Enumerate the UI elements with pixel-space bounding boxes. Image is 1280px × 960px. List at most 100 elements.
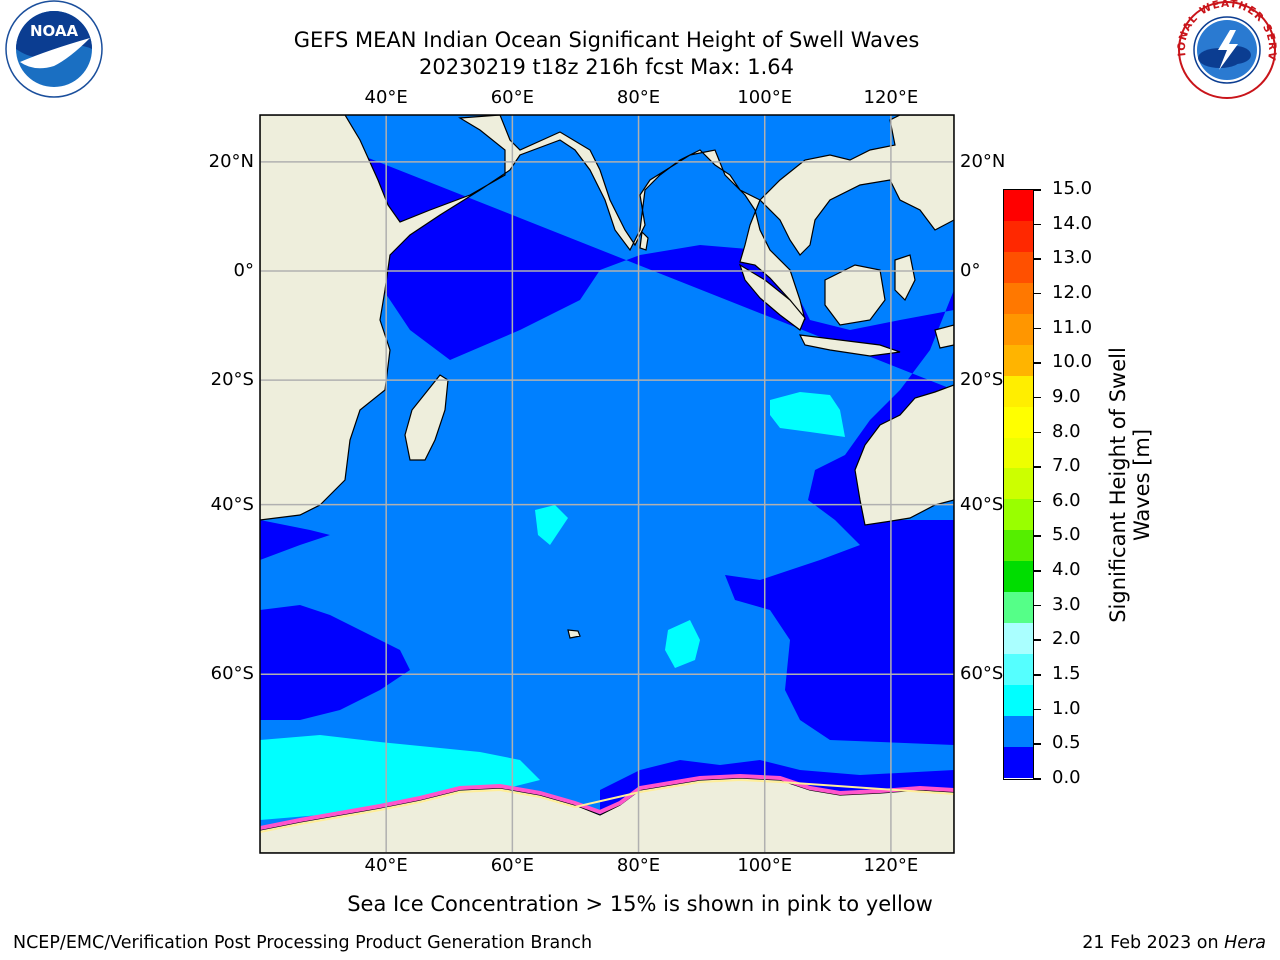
sea-ice-edge-yellow	[260, 778, 954, 833]
swell-field-1-1-5-east	[770, 392, 845, 437]
colorbar-label-line1: Significant Height of Swell	[1106, 347, 1130, 623]
lon-label: 40°E	[364, 87, 408, 108]
lon-label: 40°E	[364, 855, 408, 876]
lat-label-right: 20°N	[960, 150, 1006, 172]
swell-field-low-west	[260, 520, 330, 560]
colorbar-swatch	[1004, 468, 1033, 500]
lon-label: 60°E	[490, 87, 534, 108]
colorbar-tick-label: 12.0	[1052, 281, 1093, 303]
land	[260, 115, 954, 853]
colorbar-tick-label: 2.0	[1052, 628, 1081, 650]
colorbar-swatch	[1004, 406, 1033, 438]
footer-credit: NCEP/EMC/Verification Post Processing Pr…	[13, 933, 593, 953]
footer-date-text: 21 Feb 2023 on	[1082, 933, 1225, 953]
land-sri-lanka	[639, 230, 649, 251]
lat-label-right: 0°	[960, 259, 981, 281]
colorbar-tick-mark	[1034, 639, 1041, 641]
land-southeast-asia	[759, 115, 954, 256]
swell-field-1-1-5-southwest	[260, 735, 540, 820]
land-madagascar	[404, 374, 449, 461]
colorbar-tick-mark	[1034, 431, 1041, 434]
land-borneo	[824, 264, 886, 326]
lon-label: 80°E	[616, 87, 661, 108]
colorbar-tick-label: 13.0	[1052, 247, 1093, 269]
colorbar-label-line2: Waves [m]	[1130, 428, 1154, 542]
colorbar-tick-mark	[1034, 674, 1041, 676]
lat-label-left: 20°S	[210, 369, 254, 391]
lon-label: 60°E	[490, 855, 534, 876]
map-frame	[259, 114, 955, 854]
colorbar	[1003, 189, 1034, 780]
colorbar-tick-label: 6.0	[1052, 489, 1081, 511]
lon-label: 100°E	[737, 855, 793, 876]
colorbar-tick-mark	[1034, 396, 1041, 399]
colorbar-swatch	[1004, 654, 1033, 685]
colorbar-swatch	[1004, 499, 1033, 531]
colorbar-swatch	[1004, 592, 1033, 624]
colorbar-tick-mark	[1034, 362, 1041, 364]
colorbar-swatch	[1004, 190, 1033, 221]
colorbar-tick-mark	[1034, 604, 1041, 607]
noaa-logo: NOAA	[5, 0, 103, 98]
colorbar-swatch	[1004, 251, 1033, 283]
land-sulawesi	[894, 254, 916, 302]
lon-label: 100°E	[737, 87, 793, 108]
lat-label-left: 0°	[233, 259, 254, 281]
colorbar-tick-label: 11.0	[1052, 316, 1093, 338]
colorbar-tick-label: 15.0	[1052, 178, 1093, 199]
colorbar-tick-mark	[1034, 570, 1041, 572]
sea-ice-note: Sea Ice Concentration > 15% is shown in …	[347, 892, 933, 916]
swell-field-1-1-5-center	[535, 505, 568, 545]
colorbar-swatch	[1004, 375, 1033, 407]
land-java	[798, 334, 901, 357]
colorbar-tick-label: 5.0	[1052, 524, 1081, 546]
lat-label-left: 40°S	[210, 493, 254, 515]
colorbar-swatch	[1004, 313, 1033, 345]
map-subtitle: 20230219 t18z 216h fcst Max: 1.64	[419, 55, 794, 79]
colorbar-tick-label: 3.0	[1052, 593, 1081, 615]
lon-label: 120°E	[863, 87, 919, 108]
noaa-logo-text: NOAA	[30, 22, 79, 40]
land-new-guinea	[934, 324, 954, 349]
nws-logo: NATIONAL WEATHER SERVICE	[1172, 0, 1277, 99]
footer-host: Hera	[1224, 933, 1266, 953]
lat-lon-grid	[260, 115, 954, 853]
colorbar-tick-mark	[1034, 778, 1041, 780]
colorbar-tick-label: 0.0	[1052, 767, 1081, 788]
colorbar-tick-mark	[1034, 708, 1041, 711]
colorbar-tick-label: 9.0	[1052, 385, 1081, 407]
colorbar-swatch	[1004, 685, 1033, 716]
colorbar-swatch	[1004, 746, 1033, 778]
colorbar-tick-mark	[1034, 223, 1041, 226]
land-kerguelen	[567, 629, 581, 639]
swell-field-low-southwest	[260, 605, 410, 720]
colorbar-tick-label: 8.0	[1052, 420, 1081, 442]
lon-label: 80°E	[616, 855, 661, 876]
colorbar-tick-mark	[1034, 466, 1041, 468]
colorbar-swatch	[1004, 437, 1033, 469]
colorbar-swatch	[1004, 561, 1033, 593]
land-sumatra	[738, 263, 806, 331]
land-australia	[854, 384, 954, 526]
sea-ice-edge	[260, 773, 954, 830]
lat-label-right: 40°S	[960, 493, 1004, 515]
lat-label-left: 20°N	[208, 150, 254, 172]
footer-date: 21 Feb 2023 on Hera	[1082, 932, 1266, 954]
colorbar-tick-label: 1.0	[1052, 697, 1081, 719]
colorbar-tick-mark	[1034, 500, 1041, 503]
colorbar-swatch	[1004, 530, 1033, 562]
colorbar-tick-mark	[1034, 258, 1041, 260]
colorbar-swatch	[1004, 282, 1033, 314]
colorbar-swatch	[1004, 623, 1033, 655]
colorbar-tick-mark	[1034, 327, 1041, 330]
lat-label-left: 60°S	[210, 663, 254, 685]
colorbar-swatch	[1004, 344, 1033, 376]
lat-label-right: 60°S	[960, 663, 1004, 685]
colorbar-swatch	[1004, 220, 1033, 252]
colorbar-tick-label: 14.0	[1052, 212, 1093, 234]
lat-label-right: 20°S	[960, 369, 1004, 391]
colorbar-tick-mark	[1034, 189, 1041, 191]
map-title: GEFS MEAN Indian Ocean Significant Heigh…	[293, 28, 920, 52]
lon-label: 120°E	[863, 855, 919, 876]
